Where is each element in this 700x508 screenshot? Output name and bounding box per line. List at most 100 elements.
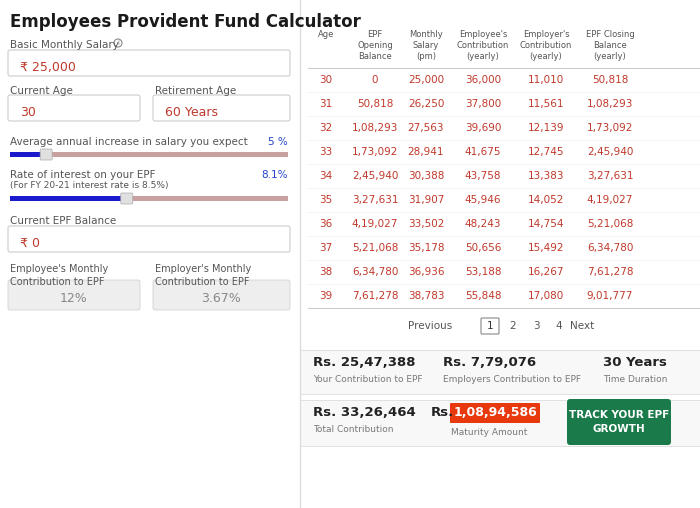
FancyBboxPatch shape	[8, 280, 140, 310]
Text: 5,21,068: 5,21,068	[587, 219, 634, 229]
Text: 9,01,777: 9,01,777	[587, 291, 634, 301]
Text: 30,388: 30,388	[408, 171, 444, 181]
Text: 4,19,027: 4,19,027	[587, 195, 634, 205]
Text: Previous: Previous	[408, 321, 452, 331]
Text: 50,818: 50,818	[357, 99, 393, 109]
Text: 13,383: 13,383	[528, 171, 564, 181]
Text: EPF
Opening
Balance: EPF Opening Balance	[357, 30, 393, 61]
Text: 17,080: 17,080	[528, 291, 564, 301]
Text: 8.1%: 8.1%	[262, 170, 288, 180]
Text: 3,27,631: 3,27,631	[351, 195, 398, 205]
Bar	[300, 350, 700, 394]
FancyBboxPatch shape	[450, 403, 540, 423]
Text: 39,690: 39,690	[465, 123, 501, 133]
Text: 50,818: 50,818	[592, 75, 628, 85]
FancyBboxPatch shape	[10, 196, 288, 201]
Text: 39: 39	[319, 291, 332, 301]
Text: 12,139: 12,139	[528, 123, 564, 133]
Text: 7,61,278: 7,61,278	[587, 267, 634, 277]
Text: 11,561: 11,561	[528, 99, 564, 109]
Text: Employer's
Contribution
(yearly): Employer's Contribution (yearly)	[520, 30, 572, 61]
Text: Employers Contribution to EPF: Employers Contribution to EPF	[443, 375, 581, 384]
Text: 30: 30	[319, 75, 332, 85]
Text: Rs. 7,79,076: Rs. 7,79,076	[443, 356, 536, 368]
FancyBboxPatch shape	[40, 149, 52, 160]
Text: 3.67%: 3.67%	[201, 292, 241, 304]
Text: 33: 33	[319, 147, 332, 157]
Text: 36,000: 36,000	[465, 75, 501, 85]
Text: 53,188: 53,188	[465, 267, 501, 277]
Text: 32: 32	[319, 123, 332, 133]
Text: ₹ 25,000: ₹ 25,000	[20, 60, 76, 74]
Text: Age: Age	[318, 30, 334, 39]
Text: Rs. 25,47,388: Rs. 25,47,388	[313, 356, 416, 368]
Text: 4,19,027: 4,19,027	[352, 219, 398, 229]
Text: Rs.: Rs.	[431, 405, 454, 419]
Text: Time Duration: Time Duration	[603, 375, 667, 384]
Text: 48,243: 48,243	[465, 219, 501, 229]
Text: Current Age: Current Age	[10, 86, 73, 96]
Text: 31: 31	[319, 99, 332, 109]
Bar	[300, 400, 700, 446]
Text: 3,27,631: 3,27,631	[587, 171, 634, 181]
Text: 1,08,293: 1,08,293	[352, 123, 398, 133]
Text: 37: 37	[319, 243, 332, 253]
FancyBboxPatch shape	[10, 152, 288, 157]
Text: Monthly
Salary
(pm): Monthly Salary (pm)	[409, 30, 443, 61]
Text: 30 Years: 30 Years	[603, 356, 667, 368]
Text: 43,758: 43,758	[465, 171, 501, 181]
Text: Employer's Monthly
Contribution to EPF: Employer's Monthly Contribution to EPF	[155, 264, 251, 287]
Text: Rate of interest on your EPF: Rate of interest on your EPF	[10, 170, 155, 180]
Text: 37,800: 37,800	[465, 99, 501, 109]
Text: 5 %: 5 %	[268, 137, 288, 147]
Text: Employees Provident Fund Calculator: Employees Provident Fund Calculator	[10, 13, 361, 31]
Text: 12,745: 12,745	[528, 147, 564, 157]
Text: Retirement Age: Retirement Age	[155, 86, 237, 96]
Text: 11,010: 11,010	[528, 75, 564, 85]
FancyBboxPatch shape	[10, 196, 127, 201]
Text: 38: 38	[319, 267, 332, 277]
Text: 6,34,780: 6,34,780	[587, 243, 634, 253]
Text: 1,73,092: 1,73,092	[352, 147, 398, 157]
Text: 14,052: 14,052	[528, 195, 564, 205]
Text: 35: 35	[319, 195, 332, 205]
FancyBboxPatch shape	[153, 280, 290, 310]
Text: Employee's
Contribution
(yearly): Employee's Contribution (yearly)	[457, 30, 509, 61]
Text: Employee's Monthly
Contribution to EPF: Employee's Monthly Contribution to EPF	[10, 264, 108, 287]
FancyBboxPatch shape	[121, 193, 133, 204]
Text: 31,907: 31,907	[408, 195, 444, 205]
Text: 34: 34	[319, 171, 332, 181]
Text: 41,675: 41,675	[465, 147, 501, 157]
Text: 26,250: 26,250	[408, 99, 444, 109]
Text: 55,848: 55,848	[465, 291, 501, 301]
Text: Your Contribution to EPF: Your Contribution to EPF	[313, 375, 423, 384]
Text: 2,45,940: 2,45,940	[352, 171, 398, 181]
Text: Rs. 33,26,464: Rs. 33,26,464	[313, 405, 416, 419]
Text: 1,73,092: 1,73,092	[587, 123, 634, 133]
FancyBboxPatch shape	[8, 95, 140, 121]
Text: 35,178: 35,178	[407, 243, 444, 253]
Text: 50,656: 50,656	[465, 243, 501, 253]
Text: 45,946: 45,946	[465, 195, 501, 205]
Text: ₹ 0: ₹ 0	[20, 237, 40, 249]
FancyBboxPatch shape	[481, 318, 499, 334]
FancyBboxPatch shape	[567, 399, 671, 445]
Text: 5,21,068: 5,21,068	[352, 243, 398, 253]
Text: 12%: 12%	[60, 292, 88, 304]
Text: 3: 3	[533, 321, 539, 331]
Text: Total Contribution: Total Contribution	[313, 425, 393, 434]
Text: Basic Monthly Salary: Basic Monthly Salary	[10, 40, 119, 50]
Text: 36: 36	[319, 219, 332, 229]
FancyBboxPatch shape	[8, 226, 290, 252]
Text: i: i	[117, 40, 119, 46]
Text: 7,61,278: 7,61,278	[351, 291, 398, 301]
Text: 2: 2	[510, 321, 517, 331]
Text: 0: 0	[372, 75, 378, 85]
FancyBboxPatch shape	[10, 152, 46, 157]
Text: 1,08,94,586: 1,08,94,586	[453, 406, 537, 420]
Text: 4: 4	[556, 321, 562, 331]
Text: EPF Closing
Balance
(yearly): EPF Closing Balance (yearly)	[586, 30, 634, 61]
FancyBboxPatch shape	[8, 50, 290, 76]
Text: Average annual increase in salary you expect: Average annual increase in salary you ex…	[10, 137, 248, 147]
Text: 16,267: 16,267	[528, 267, 564, 277]
